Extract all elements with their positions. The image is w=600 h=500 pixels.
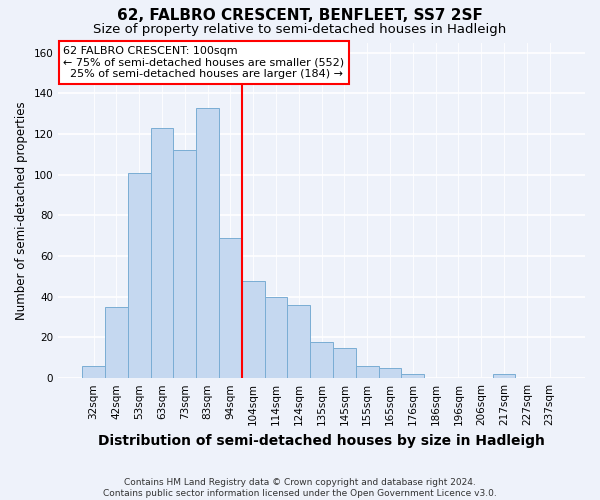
Bar	[242, 280, 265, 378]
X-axis label: Distribution of semi-detached houses by size in Hadleigh: Distribution of semi-detached houses by …	[98, 434, 545, 448]
Bar	[82, 366, 105, 378]
Bar	[151, 128, 173, 378]
Text: Size of property relative to semi-detached houses in Hadleigh: Size of property relative to semi-detach…	[94, 22, 506, 36]
Y-axis label: Number of semi-detached properties: Number of semi-detached properties	[15, 101, 28, 320]
Text: 62 FALBRO CRESCENT: 100sqm
← 75% of semi-detached houses are smaller (552)
  25%: 62 FALBRO CRESCENT: 100sqm ← 75% of semi…	[64, 46, 344, 79]
Bar	[105, 307, 128, 378]
Bar	[310, 342, 333, 378]
Bar	[287, 305, 310, 378]
Bar	[401, 374, 424, 378]
Bar	[493, 374, 515, 378]
Bar	[356, 366, 379, 378]
Bar	[333, 348, 356, 378]
Text: Contains HM Land Registry data © Crown copyright and database right 2024.
Contai: Contains HM Land Registry data © Crown c…	[103, 478, 497, 498]
Bar	[173, 150, 196, 378]
Bar	[265, 297, 287, 378]
Bar	[219, 238, 242, 378]
Text: 62, FALBRO CRESCENT, BENFLEET, SS7 2SF: 62, FALBRO CRESCENT, BENFLEET, SS7 2SF	[117, 8, 483, 22]
Bar	[379, 368, 401, 378]
Bar	[196, 108, 219, 378]
Bar	[128, 172, 151, 378]
